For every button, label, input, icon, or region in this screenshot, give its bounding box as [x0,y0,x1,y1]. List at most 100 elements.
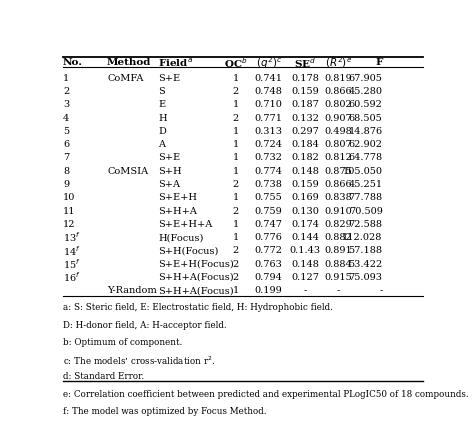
Text: 6: 6 [63,140,69,149]
Text: 1: 1 [232,233,239,242]
Text: 0.498: 0.498 [325,126,352,135]
Text: 1: 1 [232,74,239,83]
Text: D: D [158,126,166,135]
Text: 0.794: 0.794 [255,272,283,281]
Text: 0.748: 0.748 [255,87,283,96]
Text: 0.127: 0.127 [292,272,319,281]
Text: 0.891: 0.891 [325,246,352,255]
Text: Method: Method [107,58,151,67]
Text: -: - [337,286,340,295]
Text: 0.159: 0.159 [292,87,319,96]
Text: 2: 2 [232,180,239,188]
Text: 0.297: 0.297 [292,126,319,135]
Text: $(R^2)^e$: $(R^2)^e$ [325,55,352,70]
Text: F: F [375,58,383,67]
Text: 8: 8 [63,166,69,175]
Text: S: S [158,87,165,96]
Text: 60.592: 60.592 [349,100,383,109]
Text: 14$^f$: 14$^f$ [63,243,81,257]
Text: -: - [379,286,383,295]
Text: 0.759: 0.759 [255,206,283,215]
Text: 0.807: 0.807 [325,140,352,149]
Text: 0.130: 0.130 [292,206,319,215]
Text: 0.812: 0.812 [325,153,352,162]
Text: No.: No. [63,58,83,67]
Text: 0.882: 0.882 [325,233,352,242]
Text: 0.738: 0.738 [255,180,283,188]
Text: 7: 7 [63,153,69,162]
Text: 3: 3 [63,100,69,109]
Text: 0.178: 0.178 [292,74,319,83]
Text: 0.184: 0.184 [292,140,319,149]
Text: S+H+A(Focus): S+H+A(Focus) [158,272,234,281]
Text: 72.588: 72.588 [348,219,383,228]
Text: 64.778: 64.778 [348,153,383,162]
Text: e: Correlation coefficient between predicted and experimental PLogIC50 of 18 com: e: Correlation coefficient between predi… [63,389,468,398]
Text: 9: 9 [63,180,69,188]
Text: 0.710: 0.710 [255,100,283,109]
Text: 0.774: 0.774 [255,166,283,175]
Text: 0.866: 0.866 [325,87,352,96]
Text: 105.050: 105.050 [343,166,383,175]
Text: 5: 5 [63,126,69,135]
Text: 11: 11 [63,206,75,215]
Text: 53.422: 53.422 [348,259,383,268]
Text: 0.741: 0.741 [255,74,283,83]
Text: a: S: Steric field, E: Electrostatic field, H: Hydrophobic field.: a: S: Steric field, E: Electrostatic fie… [63,303,333,312]
Text: 0.159: 0.159 [292,180,319,188]
Text: 0.910: 0.910 [325,206,352,215]
Text: 2: 2 [63,87,69,96]
Text: 112.028: 112.028 [342,233,383,242]
Text: 14.876: 14.876 [348,126,383,135]
Text: 45.251: 45.251 [348,180,383,188]
Text: 1: 1 [232,219,239,228]
Text: 0.875: 0.875 [325,166,352,175]
Text: 0.187: 0.187 [292,100,319,109]
Text: H(Focus): H(Focus) [158,233,204,242]
Text: 0.772: 0.772 [255,246,283,255]
Text: 0.838: 0.838 [325,193,352,202]
Text: 70.509: 70.509 [349,206,383,215]
Text: 75.093: 75.093 [348,272,383,281]
Text: OC$^b$: OC$^b$ [224,55,247,69]
Text: c: The models’ cross-validation r$^2$.: c: The models’ cross-validation r$^2$. [63,354,215,367]
Text: S+H: S+H [158,166,182,175]
Text: 62.902: 62.902 [348,140,383,149]
Text: A: A [158,140,165,149]
Text: 1: 1 [232,100,239,109]
Text: S+E+H+A: S+E+H+A [158,219,213,228]
Text: 0.724: 0.724 [255,140,283,149]
Text: S+E+H(Focus): S+E+H(Focus) [158,259,234,268]
Text: 0.313: 0.313 [255,126,283,135]
Text: 0.732: 0.732 [255,153,283,162]
Text: H: H [158,114,167,122]
Text: 0.1.43: 0.1.43 [290,246,321,255]
Text: S+E: S+E [158,74,181,83]
Text: b: Optimum of component.: b: Optimum of component. [63,337,182,346]
Text: SE$^d$: SE$^d$ [294,55,317,69]
Text: 67.905: 67.905 [349,74,383,83]
Text: 0.829: 0.829 [325,219,352,228]
Text: 16$^f$: 16$^f$ [63,270,81,284]
Text: 1: 1 [63,74,69,83]
Text: 0.747: 0.747 [255,219,283,228]
Text: 0.771: 0.771 [255,114,283,122]
Text: S+H+A: S+H+A [158,206,197,215]
Text: 0.148: 0.148 [292,259,319,268]
Text: 0.819: 0.819 [325,74,352,83]
Text: 57.188: 57.188 [348,246,383,255]
Text: 2: 2 [232,259,239,268]
Text: 2: 2 [232,246,239,255]
Text: S+H+A(Focus): S+H+A(Focus) [158,286,234,295]
Text: 0.763: 0.763 [255,259,283,268]
Text: 1: 1 [232,286,239,295]
Text: f: The model was optimized by Focus Method.: f: The model was optimized by Focus Meth… [63,406,266,415]
Text: S+E: S+E [158,153,181,162]
Text: 1: 1 [232,193,239,202]
Text: CoMSIA: CoMSIA [107,166,148,175]
Text: 0.199: 0.199 [255,286,283,295]
Text: 2: 2 [232,206,239,215]
Text: 0.755: 0.755 [255,193,283,202]
Text: 0.169: 0.169 [292,193,319,202]
Text: 0.174: 0.174 [292,219,319,228]
